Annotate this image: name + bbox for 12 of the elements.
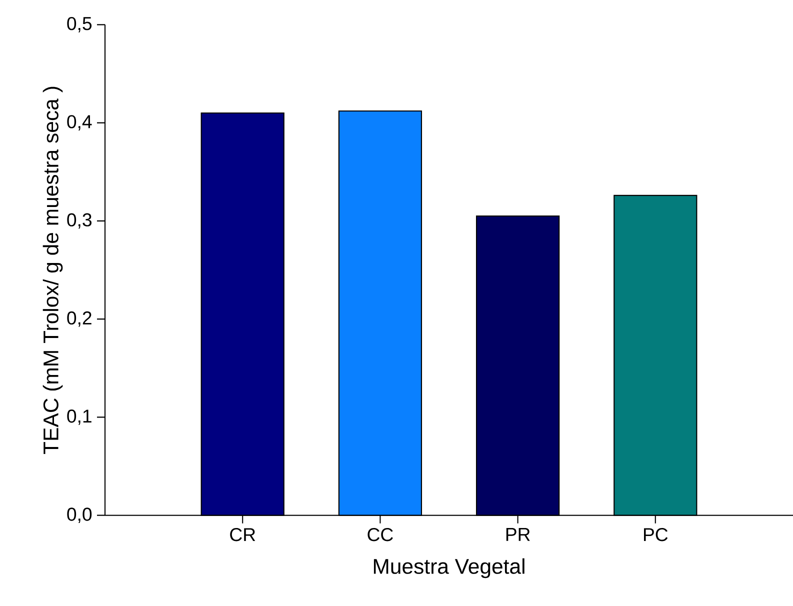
y-tick-label: 0,4 [67, 115, 92, 130]
y-axis-title: TEAC (mM Trolox/ g de muestra seca ) [42, 86, 63, 454]
y-tick-label: 0,2 [67, 311, 92, 327]
y-tick-label: 0,0 [67, 508, 92, 524]
x-tick-label: PC [644, 528, 668, 542]
y-tick-label: 0,1 [67, 410, 92, 425]
x-axis-title: Muestra Vegetal [374, 558, 524, 578]
x-tick-label: PR [506, 528, 530, 541]
y-tick-label: 0,3 [67, 213, 92, 229]
x-tick-label: CR [230, 528, 256, 542]
y-tick-label: 0,5 [67, 16, 92, 32]
x-tick-label: CC [368, 528, 393, 542]
